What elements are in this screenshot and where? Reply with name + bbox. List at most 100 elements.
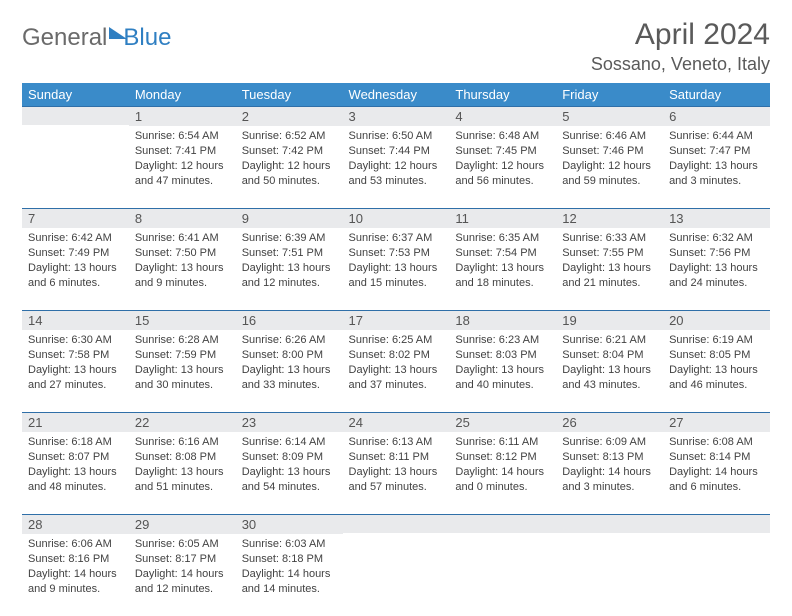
empty-daynum	[663, 514, 770, 533]
daylight-text-2: and 12 minutes.	[242, 276, 337, 291]
day-20-data: Sunrise: 6:19 AMSunset: 8:05 PMDaylight:…	[663, 330, 770, 398]
daylight-text-1: Daylight: 13 hours	[135, 363, 230, 378]
dow-wednesday: Wednesday	[343, 83, 450, 106]
day-19-number: 19	[556, 310, 663, 330]
day-3-number: 3	[343, 106, 450, 126]
day-25-number: 25	[449, 412, 556, 432]
daylight-text-1: Daylight: 13 hours	[135, 261, 230, 276]
day-23-number: 23	[236, 412, 343, 432]
dow-monday: Monday	[129, 83, 236, 106]
daylight-text-2: and 40 minutes.	[455, 378, 550, 393]
week-3-daynum-row: 21222324252627	[22, 412, 770, 432]
empty-daynum	[556, 514, 663, 533]
day-28-data: Sunrise: 6:06 AMSunset: 8:16 PMDaylight:…	[22, 534, 129, 602]
sunrise-text: Sunrise: 6:25 AM	[349, 333, 444, 348]
sunrise-text: Sunrise: 6:05 AM	[135, 537, 230, 552]
day-16-number: 16	[236, 310, 343, 330]
daylight-text-1: Daylight: 13 hours	[28, 363, 123, 378]
daylight-text-2: and 30 minutes.	[135, 378, 230, 393]
sunset-text: Sunset: 7:42 PM	[242, 144, 337, 159]
sunset-text: Sunset: 8:14 PM	[669, 450, 764, 465]
daylight-text-1: Daylight: 13 hours	[669, 159, 764, 174]
daylight-text-1: Daylight: 12 hours	[242, 159, 337, 174]
daylight-text-2: and 33 minutes.	[242, 378, 337, 393]
dow-sunday: Sunday	[22, 83, 129, 106]
daylight-text-2: and 51 minutes.	[135, 480, 230, 495]
sunset-text: Sunset: 8:09 PM	[242, 450, 337, 465]
day-14-data: Sunrise: 6:30 AMSunset: 7:58 PMDaylight:…	[22, 330, 129, 398]
sunset-text: Sunset: 7:44 PM	[349, 144, 444, 159]
sunrise-text: Sunrise: 6:33 AM	[562, 231, 657, 246]
day-8-number: 8	[129, 208, 236, 228]
daylight-text-2: and 21 minutes.	[562, 276, 657, 291]
daylight-text-1: Daylight: 12 hours	[455, 159, 550, 174]
sunrise-text: Sunrise: 6:16 AM	[135, 435, 230, 450]
week-2-data-row: Sunrise: 6:30 AMSunset: 7:58 PMDaylight:…	[22, 330, 770, 412]
daylight-text-1: Daylight: 13 hours	[562, 363, 657, 378]
sunrise-text: Sunrise: 6:09 AM	[562, 435, 657, 450]
day-3-data: Sunrise: 6:50 AMSunset: 7:44 PMDaylight:…	[343, 126, 450, 194]
daylight-text-1: Daylight: 13 hours	[28, 465, 123, 480]
sunrise-text: Sunrise: 6:35 AM	[455, 231, 550, 246]
day-26-data: Sunrise: 6:09 AMSunset: 8:13 PMDaylight:…	[556, 432, 663, 500]
day-22-number: 22	[129, 412, 236, 432]
week-2-daynum-row: 14151617181920	[22, 310, 770, 330]
empty-daynum	[22, 106, 129, 125]
sunrise-text: Sunrise: 6:23 AM	[455, 333, 550, 348]
week-0-daynum-row: 123456	[22, 106, 770, 126]
day-30-data: Sunrise: 6:03 AMSunset: 8:18 PMDaylight:…	[236, 534, 343, 602]
day-25-data: Sunrise: 6:11 AMSunset: 8:12 PMDaylight:…	[449, 432, 556, 500]
empty-daynum	[449, 514, 556, 533]
calendar-table: Sunday Monday Tuesday Wednesday Thursday…	[22, 83, 770, 616]
sunset-text: Sunset: 8:03 PM	[455, 348, 550, 363]
sunset-text: Sunset: 7:59 PM	[135, 348, 230, 363]
sunrise-text: Sunrise: 6:54 AM	[135, 129, 230, 144]
day-26-number: 26	[556, 412, 663, 432]
daylight-text-1: Daylight: 13 hours	[242, 363, 337, 378]
day-11-number: 11	[449, 208, 556, 228]
daylight-text-1: Daylight: 13 hours	[242, 261, 337, 276]
day-29-data: Sunrise: 6:05 AMSunset: 8:17 PMDaylight:…	[129, 534, 236, 602]
day-11-data: Sunrise: 6:35 AMSunset: 7:54 PMDaylight:…	[449, 228, 556, 296]
daylight-text-1: Daylight: 13 hours	[669, 261, 764, 276]
day-29-number: 29	[129, 514, 236, 534]
sunrise-text: Sunrise: 6:46 AM	[562, 129, 657, 144]
sunset-text: Sunset: 8:02 PM	[349, 348, 444, 363]
day-12-data: Sunrise: 6:33 AMSunset: 7:55 PMDaylight:…	[556, 228, 663, 296]
empty-cell	[556, 534, 663, 616]
empty-cell	[22, 126, 129, 208]
daylight-text-1: Daylight: 12 hours	[562, 159, 657, 174]
daylight-text-2: and 54 minutes.	[242, 480, 337, 495]
daylight-text-2: and 57 minutes.	[349, 480, 444, 495]
daylight-text-2: and 14 minutes.	[242, 582, 337, 597]
day-1-data: Sunrise: 6:54 AMSunset: 7:41 PMDaylight:…	[129, 126, 236, 194]
sunrise-text: Sunrise: 6:42 AM	[28, 231, 123, 246]
day-10-number: 10	[343, 208, 450, 228]
daylight-text-2: and 53 minutes.	[349, 174, 444, 189]
day-20-number: 20	[663, 310, 770, 330]
daylight-text-1: Daylight: 13 hours	[349, 363, 444, 378]
sunrise-text: Sunrise: 6:26 AM	[242, 333, 337, 348]
daylight-text-2: and 59 minutes.	[562, 174, 657, 189]
daylight-text-2: and 3 minutes.	[669, 174, 764, 189]
daylight-text-2: and 6 minutes.	[669, 480, 764, 495]
daylight-text-1: Daylight: 14 hours	[28, 567, 123, 582]
brand-text-2: Blue	[123, 24, 171, 52]
sunset-text: Sunset: 7:47 PM	[669, 144, 764, 159]
daylight-text-1: Daylight: 13 hours	[349, 465, 444, 480]
day-18-data: Sunrise: 6:23 AMSunset: 8:03 PMDaylight:…	[449, 330, 556, 398]
day-13-data: Sunrise: 6:32 AMSunset: 7:56 PMDaylight:…	[663, 228, 770, 296]
empty-daynum	[343, 514, 450, 533]
sunset-text: Sunset: 7:54 PM	[455, 246, 550, 261]
sunrise-text: Sunrise: 6:37 AM	[349, 231, 444, 246]
week-4-daynum-row: 282930	[22, 514, 770, 534]
daylight-text-1: Daylight: 14 hours	[455, 465, 550, 480]
sunrise-text: Sunrise: 6:50 AM	[349, 129, 444, 144]
day-15-number: 15	[129, 310, 236, 330]
location-text: Sossano, Veneto, Italy	[591, 54, 770, 75]
daylight-text-2: and 48 minutes.	[28, 480, 123, 495]
day-19-data: Sunrise: 6:21 AMSunset: 8:04 PMDaylight:…	[556, 330, 663, 398]
sunset-text: Sunset: 7:49 PM	[28, 246, 123, 261]
sunset-text: Sunset: 7:58 PM	[28, 348, 123, 363]
sunrise-text: Sunrise: 6:44 AM	[669, 129, 764, 144]
